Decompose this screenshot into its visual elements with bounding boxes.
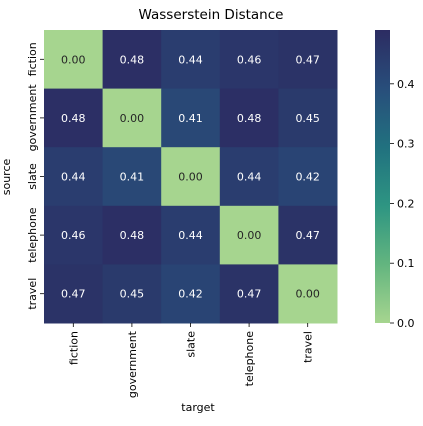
colorbar-gradient — [375, 30, 390, 323]
cell-value-label: 0.47 — [237, 288, 262, 301]
heatmap-cell — [219, 147, 279, 207]
heatmap-cell — [44, 147, 104, 207]
heatmap-cell — [219, 264, 279, 324]
heatmap-cell — [161, 30, 221, 90]
heatmap-cell — [219, 88, 279, 148]
heatmap-cell — [102, 147, 162, 207]
heatmap-cell — [219, 205, 279, 265]
cell-value-label: 0.44 — [61, 171, 86, 184]
heatmap-cell — [102, 88, 162, 148]
heatmap-cells — [44, 30, 338, 324]
colorbar-tick-label: 0.4 — [397, 78, 415, 91]
x-axis: fiction government slate telephone travel — [67, 323, 315, 398]
cell-value-label: 0.47 — [295, 229, 320, 242]
cell-value-label: 0.46 — [61, 229, 86, 242]
heatmap-cell — [102, 205, 162, 265]
heatmap-cell — [44, 30, 104, 90]
cell-value-label: 0.42 — [295, 171, 320, 184]
heatmap-cell — [44, 88, 104, 148]
cell-value-label: 0.42 — [178, 288, 203, 301]
heatmap-cell — [278, 88, 338, 148]
heatmap-cell — [278, 264, 338, 324]
cell-value-label: 0.45 — [120, 288, 145, 301]
x-tick-label: telephone — [243, 331, 256, 387]
colorbar-tick-label: 0.0 — [397, 317, 415, 330]
heatmap-cell — [102, 264, 162, 324]
x-tick-label: fiction — [67, 331, 80, 365]
y-tick-label: travel — [26, 278, 39, 310]
colorbar-tick-label: 0.3 — [397, 138, 415, 151]
y-axis: fiction government slate telephone travel — [26, 42, 44, 310]
y-tick-label: government — [26, 84, 39, 152]
heatmap-cell — [44, 264, 104, 324]
heatmap-cell — [278, 30, 338, 90]
cell-value-label: 0.48 — [120, 229, 145, 242]
y-tick-label: slate — [26, 163, 39, 190]
cell-value-label: 0.45 — [295, 112, 320, 125]
cell-value-label: 0.00 — [237, 229, 262, 242]
cell-value-label: 0.48 — [237, 112, 262, 125]
cell-value-label: 0.47 — [61, 288, 86, 301]
heatmap-cell — [102, 30, 162, 90]
cell-value-label: 0.00 — [178, 171, 203, 184]
colorbar-tick-label: 0.2 — [397, 197, 415, 210]
heatmap-cell — [161, 88, 221, 148]
cell-value-label: 0.41 — [120, 171, 145, 184]
heatmap-cell — [44, 205, 104, 265]
cell-value-label: 0.41 — [178, 112, 203, 125]
colorbar-tick-label: 0.1 — [397, 257, 415, 270]
cell-value-label: 0.46 — [237, 53, 262, 66]
cell-value-label: 0.00 — [120, 112, 145, 125]
heatmap-cell — [161, 264, 221, 324]
colorbar: 0.0 0.1 0.2 0.3 0.4 — [375, 30, 415, 330]
heatmap-cell — [219, 30, 279, 90]
cell-value-label: 0.48 — [120, 53, 145, 66]
cell-value-label: 0.44 — [178, 229, 203, 242]
chart-title: Wasserstein Distance — [139, 7, 284, 23]
x-tick-label: travel — [302, 331, 315, 363]
y-tick-label: fiction — [26, 42, 39, 76]
heatmap-cell — [278, 205, 338, 265]
x-tick-label: slate — [185, 331, 198, 358]
heatmap-cell — [161, 147, 221, 207]
cell-value-label: 0.44 — [237, 171, 262, 184]
cell-value-label: 0.44 — [178, 53, 203, 66]
y-axis-label: source — [0, 159, 13, 196]
cell-value-label: 0.00 — [61, 53, 86, 66]
cell-value-label: 0.00 — [295, 288, 320, 301]
heatmap-cell — [278, 147, 338, 207]
heatmap-cell — [161, 205, 221, 265]
cell-value-label: 0.47 — [295, 53, 320, 66]
y-tick-label: telephone — [26, 207, 39, 263]
cell-value-label: 0.48 — [61, 112, 86, 125]
x-axis-label: target — [181, 401, 215, 414]
x-tick-label: government — [126, 330, 139, 398]
heatmap-cell-labels: 0.00 0.48 0.44 0.46 0.47 0.48 0.00 0.41 0.48 0.45… — [61, 53, 320, 300]
